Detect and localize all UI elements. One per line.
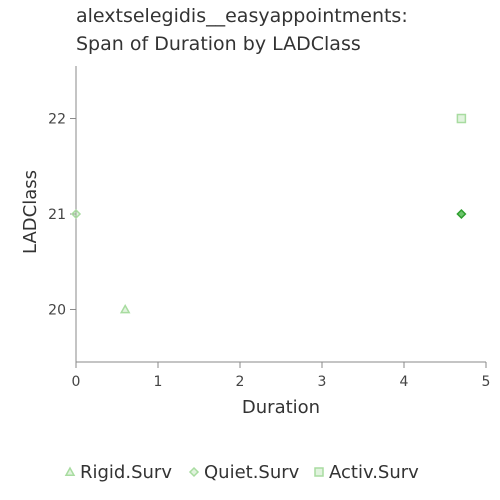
x-tick-label: 2 (236, 374, 245, 390)
legend-item: Activ.Surv (314, 462, 419, 483)
x-tick-label: 1 (154, 374, 163, 390)
y-axis-label: LADClass (20, 170, 41, 254)
y-tick-label: 21 (48, 207, 66, 223)
y-tick-label: 22 (48, 112, 66, 128)
data-point-square (456, 113, 467, 124)
x-tick-label: 3 (318, 374, 327, 390)
legend-label: Rigid.Surv (80, 462, 172, 483)
data-point-diamond (456, 208, 467, 220)
chart-title-line-2: Span of Duration by LADClass (76, 33, 361, 55)
x-tick-label: 0 (72, 374, 81, 390)
legend: Rigid.Surv Quiet.Surv Activ.Surv (64, 462, 419, 483)
legend-marker-triangle (64, 466, 76, 476)
legend-item: Rigid.Surv (64, 462, 172, 483)
y-tick-label: 20 (48, 302, 66, 318)
data-point-diamond (70, 208, 82, 220)
legend-marker-diamond (188, 466, 200, 478)
x-axis-label: Duration (242, 397, 320, 418)
x-tick-label: 4 (400, 374, 409, 390)
data-point-triangle (119, 303, 131, 314)
data-points (70, 113, 467, 314)
x-tick-label: 5 (482, 374, 491, 390)
legend-item: Quiet.Surv (188, 462, 300, 483)
legend-marker-square (314, 467, 324, 477)
legend-label: Activ.Surv (329, 462, 419, 483)
axes (70, 66, 487, 368)
tick-labels: 0 1 2 3 4 5 20 21 22 (48, 112, 490, 390)
chart-title-line-1: alextselegidis__easyappointments: (76, 5, 408, 27)
legend-label: Quiet.Surv (204, 462, 300, 483)
